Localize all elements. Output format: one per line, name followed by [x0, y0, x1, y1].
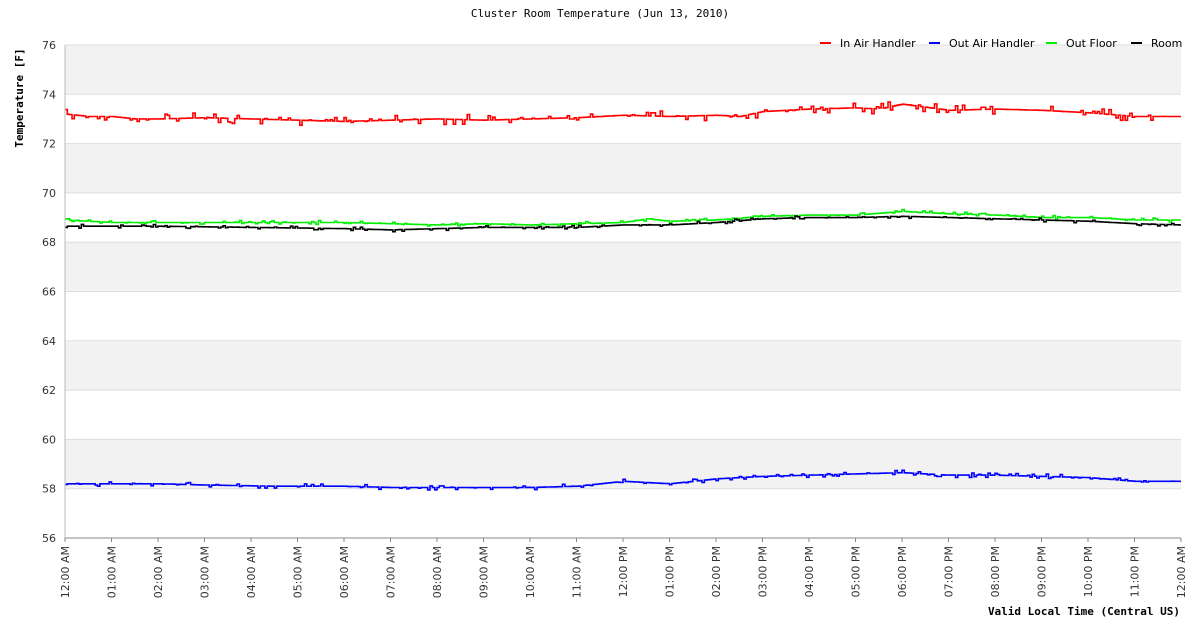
legend-label: Out Air Handler — [949, 37, 1035, 50]
x-tick-label: 03:00 AM — [199, 546, 212, 598]
x-tick-label: 12:00 PM — [617, 546, 630, 597]
series-line-out-floor — [65, 208, 1181, 227]
x-tick-label: 06:00 PM — [896, 546, 909, 597]
x-tick-label: 01:00 PM — [664, 546, 677, 597]
x-tick-label: 09:00 PM — [1036, 546, 1049, 597]
x-tick-label: 06:00 AM — [338, 546, 351, 598]
y-axis-ticks: 56 58 60 62 64 66 68 70 72 74 76 — [42, 39, 56, 545]
y-tick-label: 76 — [42, 39, 56, 52]
x-tick-label: 05:00 AM — [292, 546, 305, 598]
x-axis-label: Valid Local Time (Central US) — [988, 605, 1180, 618]
legend: In Air Handler Out Air Handler Out Floor Ro… — [820, 37, 1182, 50]
grid-band — [65, 143, 1181, 193]
grid-band — [65, 291, 1181, 341]
x-tick-label: 07:00 AM — [385, 546, 398, 598]
x-tick-label: 12:00 AM — [59, 546, 72, 598]
legend-label: Out Floor — [1066, 37, 1117, 50]
x-tick-label: 04:00 PM — [803, 546, 816, 597]
series-layer — [65, 101, 1181, 491]
series-line-room — [65, 215, 1181, 233]
y-tick-label: 60 — [42, 433, 56, 446]
y-tick-label: 72 — [42, 138, 56, 151]
y-tick-label: 66 — [42, 286, 56, 299]
y-axis-label: Temperature [F] — [13, 48, 26, 147]
y-tick-label: 58 — [42, 483, 56, 496]
y-tick-label: 68 — [42, 236, 56, 249]
x-tick-label: 12:00 AM — [1175, 546, 1188, 598]
y-tick-label: 64 — [42, 335, 56, 348]
x-tick-label: 11:00 AM — [571, 546, 584, 598]
x-tick-label: 10:00 PM — [1082, 546, 1095, 597]
x-tick-label: 11:00 PM — [1129, 546, 1142, 597]
x-tick-label: 08:00 PM — [989, 546, 1002, 597]
x-tick-label: 02:00 AM — [152, 546, 165, 598]
x-tick-label: 04:00 AM — [245, 546, 258, 598]
x-tick-label: 03:00 PM — [757, 546, 770, 597]
x-tick-label: 08:00 AM — [431, 546, 444, 598]
x-tick-label: 09:00 AM — [478, 546, 491, 598]
x-axis-ticks: 12:00 AM 01:00 AM 02:00 AM 03:00 AM 04:00 AM… — [59, 538, 1188, 598]
grid-band — [65, 340, 1181, 391]
series-line-out-air-handler — [65, 469, 1181, 491]
grid-band — [65, 488, 1181, 538]
chart-title: Cluster Room Temperature (Jun 13, 2010) — [471, 7, 729, 20]
y-tick-label: 56 — [42, 532, 56, 545]
grid-band — [65, 192, 1181, 243]
y-tick-label: 70 — [42, 187, 56, 200]
x-tick-label: 02:00 PM — [710, 546, 723, 597]
x-tick-label: 10:00 AM — [524, 546, 537, 598]
grid-band — [65, 45, 1181, 95]
y-tick-label: 74 — [42, 88, 56, 101]
grid-band — [65, 390, 1181, 440]
x-tick-label: 01:00 AM — [106, 546, 119, 598]
y-tick-label: 62 — [42, 384, 56, 397]
x-tick-label: 07:00 PM — [943, 546, 956, 597]
legend-label: Room — [1151, 37, 1182, 50]
series-line-in-air-handler — [65, 101, 1181, 127]
grid-band — [65, 242, 1181, 292]
legend-label: In Air Handler — [840, 37, 916, 50]
grid-band — [65, 94, 1181, 144]
x-tick-label: 05:00 PM — [850, 546, 863, 597]
